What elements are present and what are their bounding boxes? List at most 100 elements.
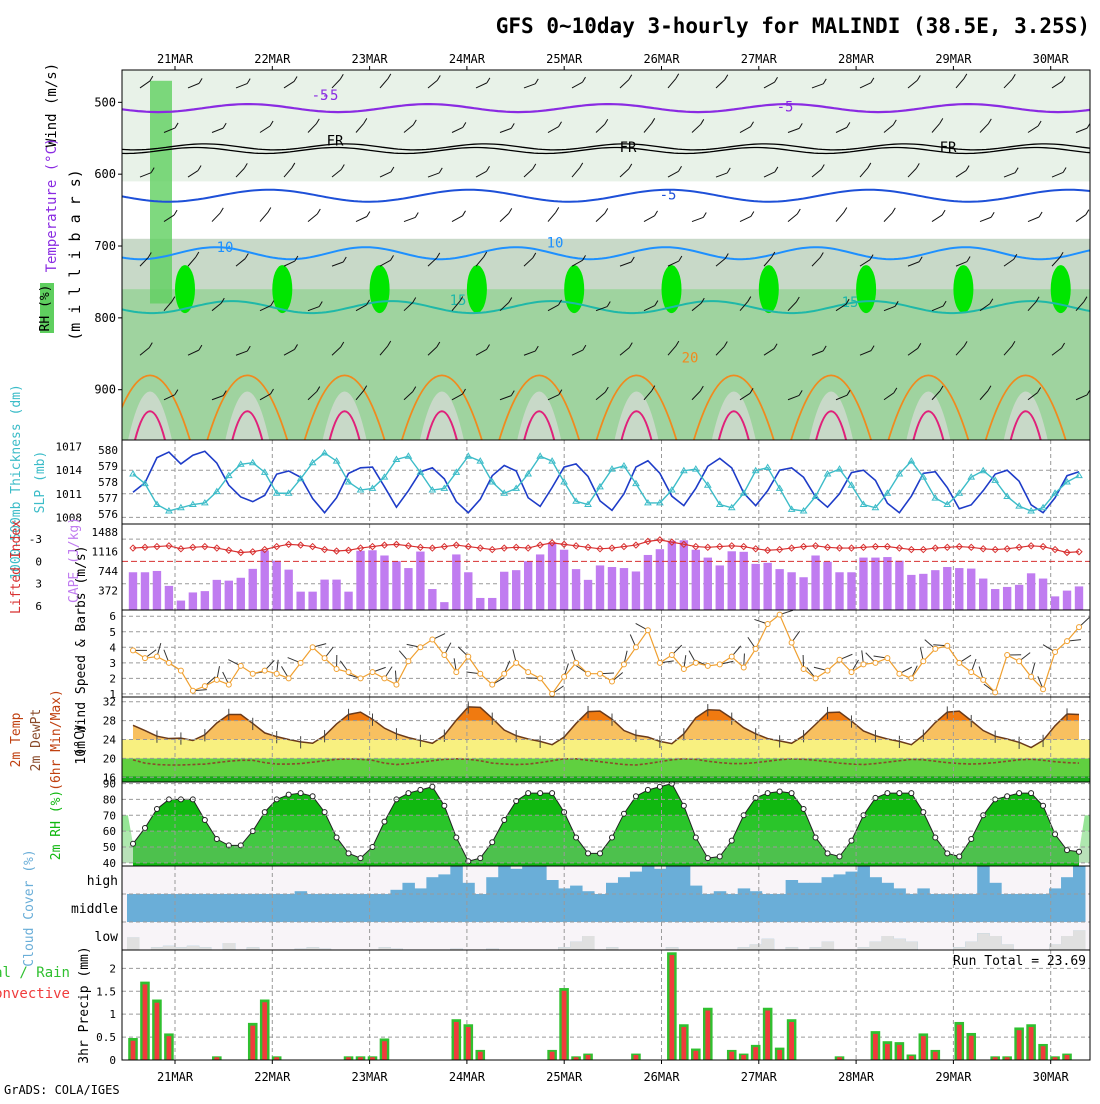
cloud-middle-bar	[438, 894, 450, 922]
wind-speed-marker	[298, 660, 303, 665]
cloud-middle-bar	[187, 894, 199, 922]
cloud-low-clear	[965, 942, 977, 950]
wind-speed-marker	[825, 668, 830, 673]
wind-speed-marker	[442, 653, 447, 658]
cloud-high-bar	[917, 888, 929, 894]
cloud-low-clear	[869, 942, 881, 950]
cape-bar	[524, 561, 532, 610]
cloud-middle-bar	[810, 894, 822, 922]
rh-marker	[705, 856, 710, 861]
cloud-middle-bar	[965, 894, 977, 922]
cloud-middle-bar	[534, 894, 546, 922]
cloud-middle-bar	[726, 894, 738, 922]
wind-speed-marker	[490, 682, 495, 687]
rh-marker	[825, 851, 830, 856]
cloud-high-bar	[630, 872, 642, 894]
precip-conv-bar	[167, 1036, 172, 1060]
cloud-middle-bar	[546, 894, 558, 922]
cloud-middle-bar	[498, 894, 510, 922]
date-label-top: 21MAR	[157, 52, 194, 66]
cloud-middle-bar	[259, 894, 271, 922]
precip-conv-bar	[933, 1052, 938, 1060]
rh-marker	[154, 806, 159, 811]
cloud-high-bar	[881, 883, 893, 894]
wind-speed-marker	[633, 645, 638, 650]
wind-speed-marker	[574, 660, 579, 665]
y-tick-label: 577	[98, 492, 118, 505]
cloud-low-clear	[163, 946, 175, 950]
cloud-middle-bar	[414, 894, 426, 922]
precip-conv-bar	[765, 1011, 770, 1061]
thickness-marker	[1076, 473, 1082, 478]
y-tick-label: 20	[103, 752, 116, 765]
cape-bar	[871, 558, 879, 610]
wind-speed-marker	[729, 654, 734, 659]
cape-bar	[883, 557, 891, 610]
date-label-bottom: 23MAR	[352, 1070, 389, 1084]
rh-saturated-blob	[953, 265, 973, 313]
cloud-middle-bar	[402, 894, 414, 922]
date-label-bottom: 30MAR	[1033, 1070, 1070, 1084]
cape-bar	[320, 580, 328, 610]
cloud-high-bar	[1061, 877, 1073, 894]
wind-speed-marker	[178, 668, 183, 673]
precip-conv-bar	[681, 1027, 686, 1060]
rh-marker	[478, 856, 483, 861]
wind-speed-marker	[717, 662, 722, 667]
precip-conv-bar	[669, 955, 674, 1060]
cape-bar	[380, 555, 388, 610]
cape-bar	[189, 592, 197, 610]
rh-marker	[334, 835, 339, 840]
cape-bar	[1003, 587, 1011, 610]
cloud-high-bar	[1073, 866, 1085, 894]
cape-bar	[716, 565, 724, 610]
wind-speed-marker	[538, 676, 543, 681]
cape-bar	[847, 572, 855, 610]
cloud-middle-bar	[594, 894, 606, 922]
rh-marker	[406, 791, 411, 796]
rh-marker	[142, 825, 147, 830]
cloud-middle-bar	[630, 894, 642, 922]
cloud-high-bar	[534, 866, 546, 894]
y-tick-label: 800	[94, 311, 116, 325]
cloud-middle-bar	[929, 894, 941, 922]
date-label-top: 26MAR	[643, 52, 680, 66]
y-tick-label: 578	[98, 476, 118, 489]
axis-label-temp-unit: (°C)	[73, 724, 88, 755]
cape-bar	[967, 569, 975, 610]
wind-speed-marker	[789, 640, 794, 645]
legend-convective: Convective	[0, 986, 70, 1002]
cloud-middle-bar	[654, 894, 666, 922]
rh-marker	[681, 803, 686, 808]
wind-speed-marker	[753, 646, 758, 651]
rh-marker	[957, 854, 962, 859]
cape-bar	[979, 579, 987, 610]
cape-bar	[1015, 585, 1023, 610]
cape-bar	[692, 550, 700, 610]
y-tick-label: 2	[109, 962, 116, 975]
precip-conv-bar	[909, 1056, 914, 1060]
wind-speed-marker	[1029, 674, 1034, 679]
cape-bar	[177, 601, 185, 610]
rh-marker	[1053, 832, 1058, 837]
cloud-middle-bar	[738, 894, 750, 922]
panel-cloud	[122, 866, 1090, 950]
y-tick-label: 60	[103, 825, 116, 838]
wind-speed-marker	[909, 676, 914, 681]
precip-conv-bar	[957, 1025, 962, 1060]
precip-conv-bar	[155, 1003, 160, 1060]
cape-bar	[296, 592, 304, 610]
y-tick-label: 2	[109, 672, 116, 685]
wind-speed-marker	[262, 668, 267, 673]
cloud-middle-bar	[211, 894, 223, 922]
wind-speed-marker	[562, 674, 567, 679]
precip-conv-bar	[586, 1055, 591, 1060]
contour-label: 15	[842, 295, 859, 311]
cloud-middle-bar	[450, 894, 462, 922]
cape-bar	[943, 567, 951, 610]
date-label-bottom: 29MAR	[935, 1070, 972, 1084]
cape-bar	[668, 541, 676, 610]
cloud-middle-bar	[893, 894, 905, 922]
precip-conv-bar	[1065, 1055, 1070, 1060]
cloud-low-clear	[1073, 930, 1085, 950]
